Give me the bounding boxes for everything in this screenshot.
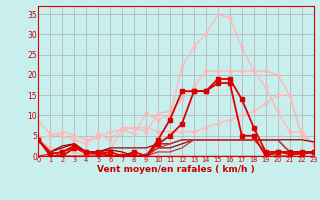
X-axis label: Vent moyen/en rafales ( km/h ): Vent moyen/en rafales ( km/h ) — [97, 165, 255, 174]
